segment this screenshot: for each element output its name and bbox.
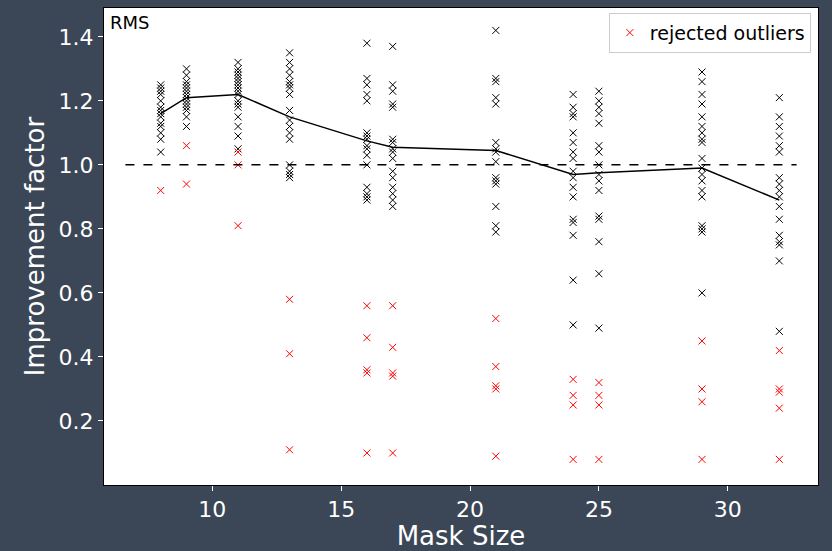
svg-text:30: 30: [714, 497, 742, 522]
svg-text:0.2: 0.2: [59, 409, 94, 434]
svg-text:15: 15: [327, 497, 355, 522]
svg-text:0.8: 0.8: [59, 217, 94, 242]
svg-text:Improvement factor: Improvement factor: [20, 117, 50, 377]
svg-text:20: 20: [456, 497, 484, 522]
svg-text:1.2: 1.2: [59, 89, 94, 114]
svg-text:Mask Size: Mask Size: [397, 521, 526, 551]
svg-text:0.6: 0.6: [59, 281, 94, 306]
svg-text:0.4: 0.4: [59, 345, 94, 370]
svg-text:1.4: 1.4: [59, 25, 94, 50]
svg-text:1.0: 1.0: [59, 153, 94, 178]
svg-text:25: 25: [585, 497, 613, 522]
svg-text:rejected outliers: rejected outliers: [650, 22, 805, 44]
svg-text:10: 10: [198, 497, 226, 522]
svg-text:RMS: RMS: [110, 12, 149, 33]
